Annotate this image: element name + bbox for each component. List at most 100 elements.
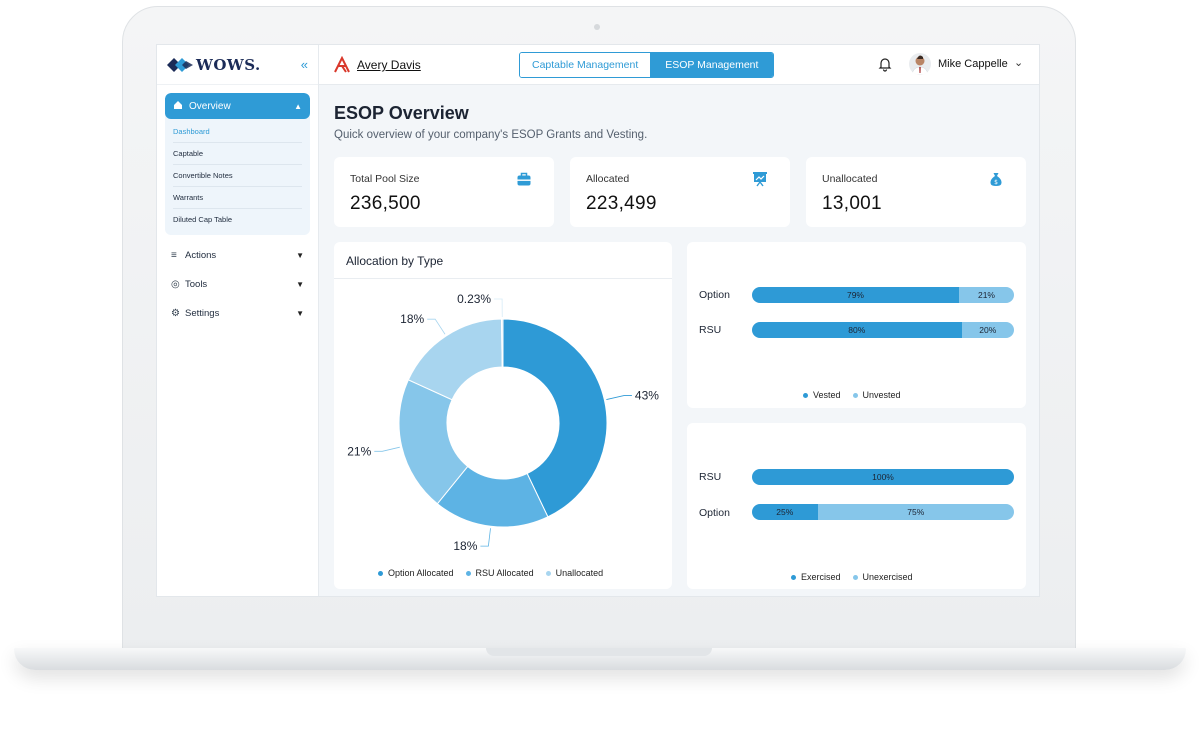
bell-icon[interactable] bbox=[877, 56, 893, 72]
legend-label: RSU Allocated bbox=[475, 568, 534, 578]
donut-leader-line bbox=[480, 528, 491, 547]
company-name[interactable]: Avery Davis bbox=[357, 58, 421, 72]
sidebar: WOWS. « Overview ▲ Dashboard Captable bbox=[157, 45, 319, 596]
logo-row: WOWS. « bbox=[157, 45, 318, 85]
donut-legend: Option Allocated RSU Allocated Unallocat… bbox=[378, 568, 615, 578]
tools-icon: ◎ bbox=[171, 279, 180, 290]
bar-segment-label: 25% bbox=[776, 507, 794, 517]
tab-esop-management[interactable]: ESOP Management bbox=[650, 53, 774, 77]
caret-up-icon: ▲ bbox=[294, 101, 302, 111]
stat-value: 223,499 bbox=[586, 193, 657, 214]
sidebar-item-actions[interactable]: ≡ Actions ▼ bbox=[165, 241, 310, 270]
sidebar-item-settings[interactable]: ⚙ Settings ▼ bbox=[165, 299, 310, 328]
svg-text:$: $ bbox=[994, 179, 998, 186]
stat-card-total-pool: Total Pool Size 236,500 bbox=[334, 157, 554, 227]
stat-value: 236,500 bbox=[350, 193, 421, 214]
bar-segment-label: 100% bbox=[872, 472, 894, 482]
bar-segment-vested[interactable]: 79% bbox=[752, 287, 959, 303]
presentation-chart-icon bbox=[752, 171, 768, 187]
legend-item-unallocated: Unallocated bbox=[545, 568, 603, 578]
company-logo-icon bbox=[333, 55, 351, 74]
donut-slice[interactable] bbox=[502, 318, 608, 518]
laptop-base bbox=[14, 648, 1186, 670]
bar-option-exercise: 25% 75% bbox=[752, 504, 1014, 520]
overview-group: Overview ▲ Dashboard Captable Convertibl… bbox=[165, 93, 310, 235]
caret-down-icon: ▼ bbox=[296, 280, 304, 289]
legend-item-vested: Vested bbox=[803, 390, 841, 400]
page-subtitle: Quick overview of your company's ESOP Gr… bbox=[334, 129, 648, 141]
sidebar-subitem-convertible-notes[interactable]: Convertible Notes bbox=[173, 165, 302, 187]
bar-segment-vested[interactable]: 80% bbox=[752, 322, 962, 338]
donut-slice-label: 21% bbox=[347, 444, 371, 458]
legend-dot bbox=[803, 392, 808, 398]
briefcase-icon bbox=[516, 171, 532, 187]
legend-item-unexercised: Unexercised bbox=[852, 572, 913, 582]
bar-label-rsu: RSU bbox=[699, 324, 722, 336]
sidebar-item-label: Settings bbox=[185, 308, 220, 319]
bar-segment-label: 75% bbox=[907, 507, 925, 517]
legend-dot bbox=[465, 570, 471, 576]
donut-leader-line bbox=[606, 395, 632, 400]
laptop-camera bbox=[594, 24, 600, 30]
bar-segment-exercised[interactable]: 25% bbox=[752, 504, 818, 520]
bar-segment-unvested[interactable]: 20% bbox=[961, 322, 1014, 338]
exercise-legend: Exercised Unexercised bbox=[791, 572, 925, 582]
donut-chart: 43% 18% 21% 18% 0.23% bbox=[347, 292, 659, 553]
donut-slice[interactable] bbox=[398, 379, 469, 505]
app-screen: WOWS. « Overview ▲ Dashboard Captable bbox=[156, 44, 1040, 597]
page-title: ESOP Overview bbox=[334, 103, 469, 123]
legend-dot bbox=[852, 392, 858, 398]
sidebar-item-label: Actions bbox=[185, 250, 217, 261]
donut-leader-line bbox=[494, 298, 503, 318]
stat-card-unallocated: Unallocated 13,001 $ bbox=[806, 157, 1026, 227]
stat-label: Allocated bbox=[586, 173, 630, 185]
laptop-notch bbox=[486, 648, 712, 656]
sidebar-subitem-warrants[interactable]: Warrants bbox=[173, 187, 302, 209]
bar-segment-exercised[interactable]: 100% bbox=[752, 469, 1014, 485]
bar-segment-label: 21% bbox=[977, 290, 995, 300]
bar-option-vesting: 79% 21% bbox=[752, 287, 1014, 303]
avatar[interactable] bbox=[909, 53, 931, 75]
legend-item-rsu-allocated: RSU Allocated bbox=[465, 568, 534, 578]
donut-slice[interactable] bbox=[500, 318, 504, 368]
bar-label-option: Option bbox=[699, 289, 730, 301]
settings-icon: ⚙ bbox=[171, 308, 180, 319]
panel-title: Allocation by Type bbox=[346, 254, 444, 268]
home-icon bbox=[173, 100, 183, 113]
bar-segment-label: 20% bbox=[979, 325, 997, 335]
sidebar-item-label: Tools bbox=[185, 279, 208, 290]
vesting-legend: Vested Unvested bbox=[803, 390, 913, 400]
divider bbox=[334, 278, 672, 279]
sidebar-subitem-dashboard[interactable]: Dashboard bbox=[173, 121, 302, 143]
actions-icon: ≡ bbox=[171, 250, 177, 261]
brand-name: WOWS. bbox=[196, 55, 261, 74]
bar-segment-unvested[interactable]: 21% bbox=[958, 287, 1014, 303]
legend-item-exercised: Exercised bbox=[791, 572, 841, 582]
donut-slice-label: 18% bbox=[453, 539, 477, 553]
sidebar-item-label: Overview bbox=[189, 100, 231, 112]
bar-rsu-vesting: 80% 20% bbox=[752, 322, 1014, 338]
sidebar-item-tools[interactable]: ◎ Tools ▼ bbox=[165, 270, 310, 299]
donut-leader-line bbox=[427, 318, 446, 335]
bar-segment-unexercised[interactable]: 75% bbox=[817, 504, 1014, 520]
sidebar-subitem-diluted-cap-table[interactable]: Diluted Cap Table bbox=[173, 215, 233, 224]
sidebar-item-overview[interactable]: Overview ▲ bbox=[165, 93, 310, 119]
legend-dot bbox=[791, 574, 796, 580]
legend-label: Vested bbox=[813, 390, 841, 400]
collapse-sidebar-icon[interactable]: « bbox=[300, 57, 308, 72]
legend-item-unvested: Unvested bbox=[852, 390, 901, 400]
bar-label-rsu: RSU bbox=[699, 471, 722, 483]
company-switcher[interactable]: Avery Davis bbox=[333, 55, 421, 74]
chevron-down-icon[interactable]: ⌄ bbox=[1014, 57, 1024, 69]
money-bag-icon: $ bbox=[988, 171, 1004, 187]
legend-label: Option Allocated bbox=[388, 568, 454, 578]
bar-segment-label: 80% bbox=[848, 325, 866, 335]
tab-captable-management[interactable]: Captable Management bbox=[520, 53, 651, 77]
sidebar-subitem-captable[interactable]: Captable bbox=[173, 143, 302, 165]
legend-label: Exercised bbox=[801, 572, 841, 582]
legend-dot bbox=[545, 570, 551, 576]
donut-leader-line bbox=[374, 446, 400, 452]
user-name[interactable]: Mike Cappelle bbox=[938, 58, 1008, 70]
sidebar-menu: Overview ▲ Dashboard Captable Convertibl… bbox=[157, 85, 318, 328]
